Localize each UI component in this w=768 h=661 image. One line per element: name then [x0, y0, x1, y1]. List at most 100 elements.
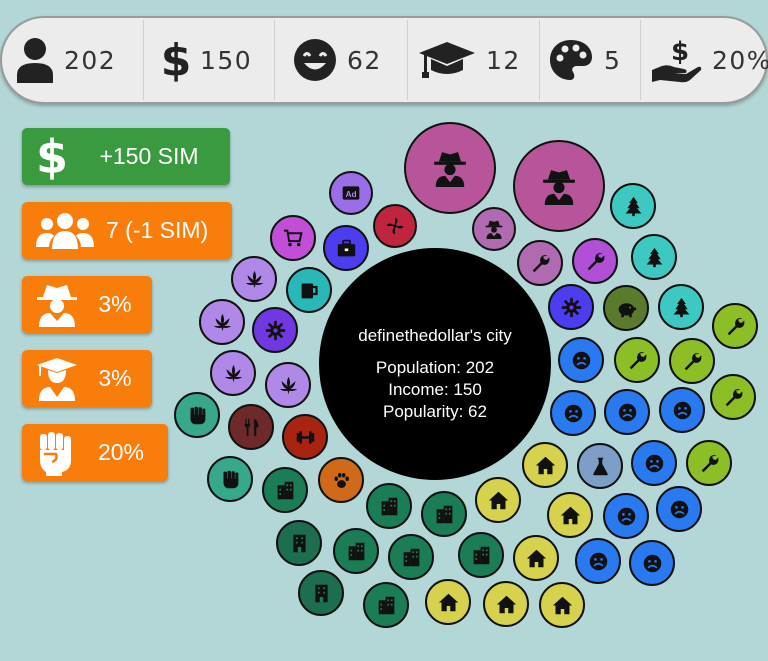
building-cannabis-shop[interactable]	[231, 256, 277, 302]
building-unhappy-citizen[interactable]	[656, 486, 702, 532]
stat-tax[interactable]: $ 20%	[650, 18, 768, 102]
crime-button-label: 3%	[98, 291, 132, 317]
leaf-icon	[245, 270, 263, 288]
house-icon	[526, 549, 546, 567]
building-protest[interactable]	[174, 392, 220, 438]
building-unhappy-citizen[interactable]	[631, 440, 677, 486]
stat-happiness[interactable]: 62	[293, 18, 382, 102]
building-housing[interactable]	[483, 581, 529, 627]
building-unhappy-citizen[interactable]	[550, 390, 596, 436]
house-icon	[496, 595, 516, 613]
building-cannabis-shop[interactable]	[199, 299, 245, 345]
building-workshop[interactable]	[669, 338, 715, 384]
stat-income[interactable]: $ 150	[162, 18, 252, 102]
building-wind-turbine[interactable]	[373, 204, 417, 248]
building-ad-agency[interactable]: Ad	[329, 171, 373, 215]
building-park[interactable]	[658, 284, 704, 330]
building-office[interactable]	[363, 582, 409, 628]
house-icon	[552, 596, 572, 614]
building-crime-hideout-large[interactable]	[404, 122, 496, 214]
office-icon	[314, 584, 328, 602]
dollar-icon: $	[162, 37, 190, 83]
building-housing[interactable]	[539, 582, 585, 628]
building-office[interactable]	[421, 491, 467, 537]
building-workshop[interactable]	[614, 337, 660, 383]
wrench-icon	[532, 254, 549, 272]
people-button[interactable]: 7 (-1 SIM)	[22, 202, 232, 259]
palette-icon	[550, 40, 592, 80]
building-office[interactable]	[333, 528, 379, 574]
building-gym[interactable]	[282, 414, 328, 460]
svg-text:Ad: Ad	[345, 189, 356, 199]
stats-divider	[407, 20, 408, 100]
building-office[interactable]	[276, 520, 322, 566]
building-pet-shop[interactable]	[318, 457, 364, 503]
building-cannabis-shop[interactable]	[210, 350, 256, 396]
gear-icon	[561, 297, 581, 317]
building-workshop[interactable]	[517, 240, 563, 286]
building-unhappy-citizen[interactable]	[629, 540, 675, 586]
protest-button[interactable]: 20%	[22, 424, 168, 481]
income-button[interactable]: $ +150 SIM	[22, 128, 230, 185]
building-cannabis-shop[interactable]	[265, 362, 311, 408]
building-business[interactable]	[323, 225, 369, 271]
stat-population[interactable]: 202	[16, 18, 116, 102]
building-housing[interactable]	[513, 535, 559, 581]
building-power-plant[interactable]	[548, 284, 594, 330]
stats-divider	[539, 20, 540, 100]
building-workshop[interactable]	[686, 440, 732, 486]
wrench-icon	[701, 454, 718, 472]
tree-icon	[673, 297, 689, 317]
city-center[interactable]: definethedollar's city Population: 202 I…	[319, 248, 551, 480]
hand-dollar-icon: $	[652, 37, 702, 83]
building-crime-hideout-large[interactable]	[513, 140, 605, 232]
building-office[interactable]	[458, 532, 504, 578]
building-unhappy-citizen[interactable]	[659, 387, 705, 433]
building-shop[interactable]	[270, 215, 316, 261]
building-housing[interactable]	[522, 442, 568, 488]
building-office[interactable]	[388, 534, 434, 580]
building-housing[interactable]	[475, 477, 521, 523]
education-button[interactable]: 3%	[22, 350, 152, 407]
building-crime-hideout-small[interactable]	[472, 207, 516, 251]
sad-face-icon	[645, 454, 663, 472]
building-unhappy-citizen[interactable]	[558, 337, 604, 383]
people-button-label: 7 (-1 SIM)	[106, 217, 209, 243]
stat-education[interactable]: 12	[418, 18, 521, 102]
building-unhappy-citizen[interactable]	[604, 389, 650, 435]
building-office[interactable]	[298, 570, 344, 616]
protest-button-label: 20%	[97, 439, 145, 465]
fist-icon	[223, 470, 238, 488]
building-lab[interactable]	[577, 443, 623, 489]
building-park[interactable]	[631, 234, 677, 280]
building-unhappy-citizen[interactable]	[575, 538, 621, 584]
sad-face-icon	[670, 500, 688, 518]
building-park[interactable]	[610, 183, 656, 229]
sad-face-icon	[617, 507, 635, 525]
building-office[interactable]	[366, 483, 412, 529]
building-unhappy-citizen[interactable]	[603, 493, 649, 539]
education-value: 12	[486, 45, 521, 75]
svg-text:$: $	[36, 134, 68, 180]
building-workshop[interactable]	[710, 374, 756, 420]
stat-culture[interactable]: 5	[548, 18, 621, 102]
building-icon	[381, 497, 397, 515]
building-housing[interactable]	[547, 492, 593, 538]
building-office[interactable]	[262, 467, 308, 513]
svg-text:$: $	[162, 37, 190, 83]
income-value: 150	[200, 45, 253, 75]
building-bank[interactable]	[603, 285, 649, 331]
building-workshop[interactable]	[712, 303, 758, 349]
crime-button[interactable]: 3%	[22, 276, 152, 333]
building-restaurant[interactable]	[228, 404, 274, 450]
house-icon	[488, 491, 508, 509]
building-housing[interactable]	[425, 579, 471, 625]
cutlery-icon	[244, 418, 258, 436]
building-protest[interactable]	[207, 456, 253, 502]
building-workshop[interactable]	[572, 238, 618, 284]
building-power-plant[interactable]	[252, 307, 298, 353]
house-icon	[535, 456, 555, 474]
graduation-cap-icon	[419, 42, 475, 78]
building-bar[interactable]	[286, 267, 332, 313]
